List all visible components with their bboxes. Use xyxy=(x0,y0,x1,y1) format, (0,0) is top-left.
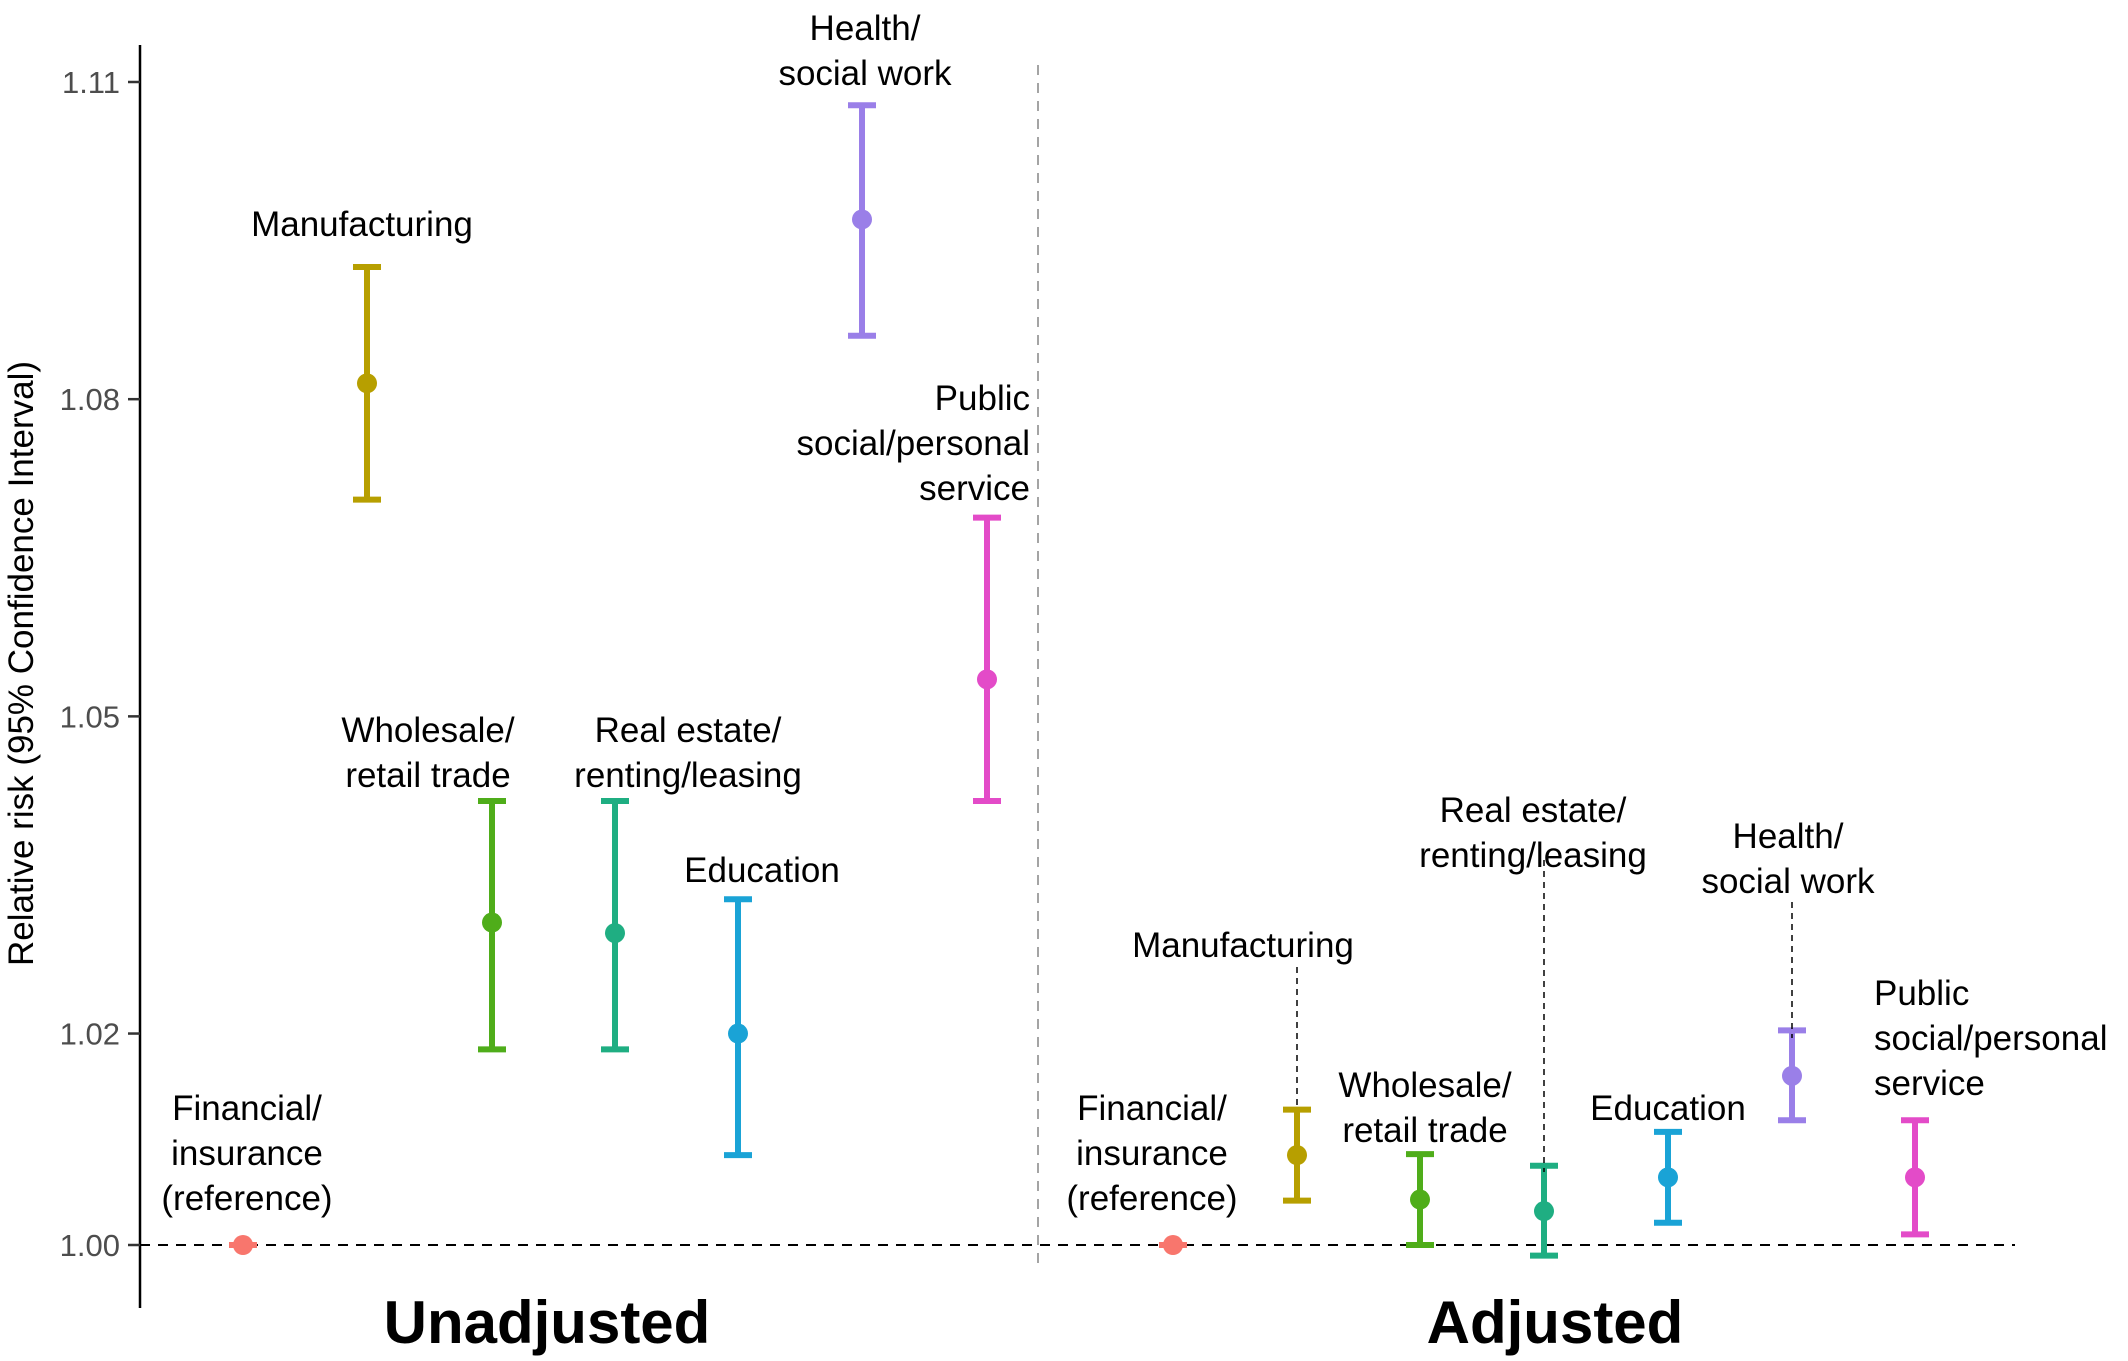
category-label-line: Financial/ xyxy=(1077,1089,1227,1128)
category-label-line: social work xyxy=(1701,862,1875,901)
point-estimate xyxy=(852,209,872,230)
category-label-line: Public xyxy=(1874,974,1969,1013)
category-label-line: Education xyxy=(684,851,840,890)
point-estimate xyxy=(605,923,625,944)
data-point-group xyxy=(1901,1117,1929,1238)
category-label-line: service xyxy=(919,469,1030,508)
point-estimate xyxy=(1534,1201,1554,1222)
category-label-line: renting/leasing xyxy=(574,756,802,795)
category-label-line: retail trade xyxy=(1342,1111,1507,1150)
point-estimate xyxy=(233,1235,253,1255)
y-tick-label: 1.00 xyxy=(60,1228,120,1263)
data-point-group xyxy=(973,514,1001,804)
data-point-group xyxy=(1654,1128,1682,1226)
panel-label-unadjusted: Unadjusted xyxy=(384,1289,711,1356)
point-estimate xyxy=(357,373,377,394)
y-axis-title: Relative risk (95% Confidence Interval) xyxy=(2,361,41,966)
category-label-line: Health/ xyxy=(1733,817,1844,856)
point-estimate xyxy=(1410,1189,1430,1210)
category-label-line: Financial/ xyxy=(172,1089,322,1128)
point-estimate xyxy=(1905,1167,1925,1188)
category-label: Real estate/renting/leasing xyxy=(574,711,802,795)
data-point-group xyxy=(601,797,629,1053)
data-point-group xyxy=(1406,1151,1434,1248)
category-label: Manufacturing xyxy=(251,205,473,244)
category-label-line: (reference) xyxy=(1066,1179,1237,1218)
point-estimate xyxy=(1658,1167,1678,1188)
y-tick-label: 1.05 xyxy=(60,699,120,734)
category-label-line: Real estate/ xyxy=(595,711,782,750)
series-layer xyxy=(229,102,1929,1259)
category-label-line: social/personal xyxy=(1874,1019,2107,1058)
category-label: Manufacturing xyxy=(1132,926,1354,965)
category-label-line: Health/ xyxy=(810,9,921,48)
category-label: Financial/insurance (reference) xyxy=(161,1089,332,1218)
axes: 1.00 1.02 1.05 1.08 1.11 xyxy=(60,45,2015,1308)
data-point-group xyxy=(1778,902,1806,1124)
category-label: Wholesale/retail trade xyxy=(341,711,514,795)
category-label-line: insurance xyxy=(1076,1134,1228,1173)
category-label-line: Real estate/ xyxy=(1440,791,1627,830)
point-estimate xyxy=(1287,1145,1307,1166)
y-tick-label: 1.08 xyxy=(60,382,120,417)
y-tick-label: 1.11 xyxy=(62,65,120,100)
point-estimate xyxy=(1782,1065,1802,1086)
data-point-group xyxy=(1283,967,1311,1204)
point-estimate xyxy=(728,1023,748,1044)
data-point-group xyxy=(353,264,381,503)
category-label-line: service xyxy=(1874,1064,1985,1103)
category-label: Financial/insurance (reference) xyxy=(1066,1089,1237,1218)
category-label-line: Wholesale/ xyxy=(1338,1066,1511,1105)
point-estimate xyxy=(1163,1235,1183,1255)
category-label: Real estate/renting/leasing xyxy=(1419,791,1647,875)
category-label: Public social/personal service xyxy=(1874,974,2107,1103)
category-label: Education xyxy=(1590,1089,1746,1128)
category-label: Public social/personal service xyxy=(797,379,1030,508)
point-estimate xyxy=(977,669,997,690)
data-point-group xyxy=(1530,860,1558,1259)
category-label-line: social/personal xyxy=(797,424,1030,463)
category-label-line: Manufacturing xyxy=(251,205,473,244)
category-label: Health/social work xyxy=(778,9,952,93)
category-label-line: insurance xyxy=(171,1134,323,1173)
category-labels: Unadjusted Financial/insurance (reference)… xyxy=(161,9,2107,1356)
data-point-group xyxy=(1159,1235,1187,1255)
panel-label-adjusted: Adjusted xyxy=(1427,1289,1684,1356)
category-label: Health/social work xyxy=(1701,817,1875,901)
category-label-line: Public xyxy=(935,379,1030,418)
data-point-group xyxy=(724,896,752,1159)
category-label-line: (reference) xyxy=(161,1179,332,1218)
data-point-group xyxy=(478,797,506,1053)
category-label-line: Wholesale/ xyxy=(341,711,514,750)
point-estimate xyxy=(482,912,502,933)
category-label-line: Manufacturing xyxy=(1132,926,1354,965)
category-label-line: social work xyxy=(778,54,952,93)
category-label-line: Education xyxy=(1590,1089,1746,1128)
category-label: Wholesale/retail trade xyxy=(1338,1066,1511,1150)
y-tick-label: 1.02 xyxy=(60,1017,120,1052)
data-point-group xyxy=(848,102,876,339)
category-label-line: renting/leasing xyxy=(1419,836,1647,875)
category-label-line: retail trade xyxy=(345,756,510,795)
category-label: Education xyxy=(684,851,840,890)
data-point-group xyxy=(229,1235,257,1255)
